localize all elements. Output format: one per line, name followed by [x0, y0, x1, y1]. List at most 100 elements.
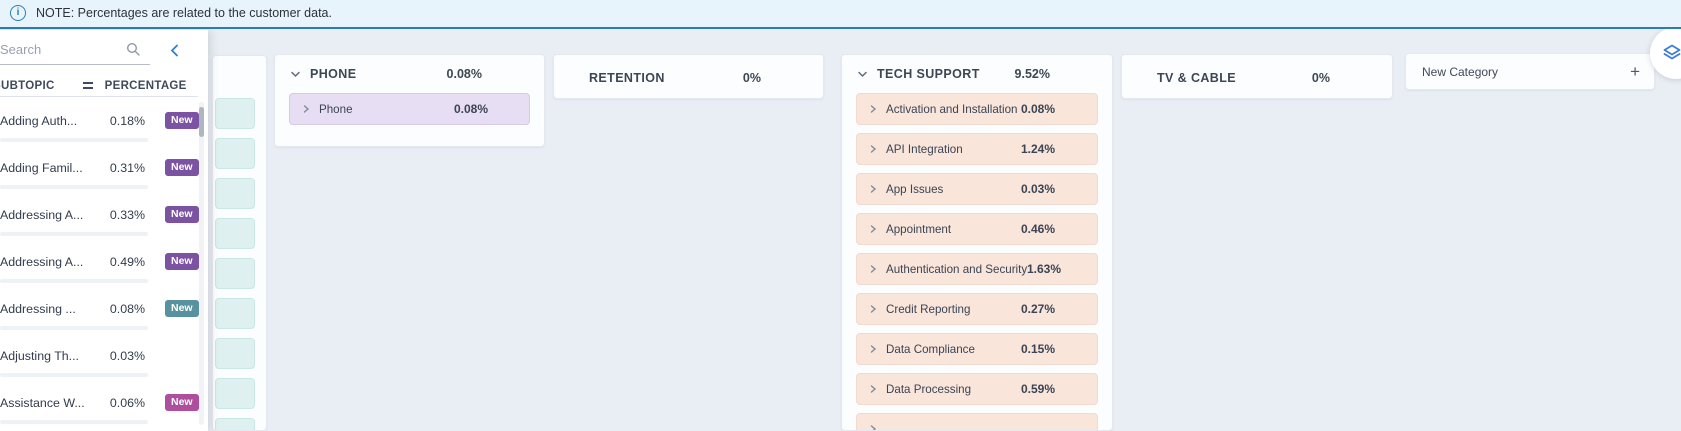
subtopic-item[interactable]: Data Compliance 0.15% — [856, 333, 1098, 365]
subtopic-name: Appointment — [886, 222, 952, 236]
category-header[interactable]: PHONE 0.08% — [275, 55, 544, 93]
chevron-right-icon[interactable] — [868, 264, 878, 274]
hidden-subtopic-item[interactable] — [215, 138, 255, 169]
subtopic-percentage: 0.49% — [109, 254, 145, 269]
new-badge: New — [165, 159, 199, 176]
search-field[interactable] — [0, 42, 150, 65]
note-bar: i NOTE: Percentages are related to the c… — [0, 0, 1681, 29]
subtopic-item-partial[interactable] — [856, 413, 1098, 431]
table-row[interactable]: Addressing ... 0.08% New — [0, 285, 208, 332]
subtopic-percentage: 0.08% — [1021, 102, 1056, 116]
subtopic-name: Addressing A... — [0, 207, 84, 222]
chevron-right-icon[interactable] — [868, 184, 878, 194]
subtopic-name: Data Compliance — [886, 342, 975, 356]
chevron-down-icon[interactable] — [857, 69, 868, 80]
category-title: TV & CABLE — [1157, 70, 1236, 85]
info-icon: i — [10, 4, 26, 21]
category-percentage: 9.52% — [1014, 67, 1050, 81]
sidebar-scrollbar-thumb[interactable] — [199, 107, 204, 137]
category-percentage: 0% — [1311, 70, 1330, 85]
category-header[interactable]: TECH SUPPORT 9.52% — [842, 55, 1112, 93]
subtopic-name: Addressing ... — [0, 301, 76, 316]
hidden-subtopic-item[interactable] — [215, 338, 255, 369]
new-category-label: New Category — [1422, 64, 1499, 79]
new-badge: New — [165, 394, 199, 411]
row-divider — [0, 279, 148, 283]
subtopic-percentage: 0.18% — [109, 113, 145, 128]
hidden-subtopic-item[interactable] — [215, 418, 255, 430]
subtopic-percentage: 1.63% — [1027, 262, 1062, 276]
hidden-subtopic-item[interactable] — [215, 258, 255, 289]
row-divider — [0, 232, 148, 236]
search-icon[interactable] — [126, 42, 141, 57]
subtopic-item-phone[interactable]: Phone 0.08% — [289, 93, 530, 125]
subtopic-item[interactable]: Authentication and Security 1.63% — [856, 253, 1098, 285]
sidebar-scrollbar-track[interactable] — [199, 102, 204, 425]
subtopic-percentage: 0.59% — [1021, 382, 1056, 396]
chevron-right-icon[interactable] — [868, 104, 878, 114]
category-card-retention: RETENTION 0% — [553, 54, 824, 99]
subtopic-name: Authentication and Security — [886, 262, 1028, 276]
table-row[interactable]: Addressing A... 0.33% New — [0, 191, 208, 238]
table-row[interactable]: Addressing A... 0.49% New — [0, 238, 208, 285]
subtopic-percentage: 0.08% — [454, 102, 489, 116]
subtopic-item[interactable]: App Issues 0.03% — [856, 173, 1098, 205]
category-card-phone: PHONE 0.08% Phone 0.08% — [274, 54, 545, 147]
category-title: RETENTION — [589, 70, 665, 85]
subtopic-name: Assistance W... — [0, 395, 85, 410]
chevron-right-icon[interactable] — [868, 424, 878, 431]
subtopic-percentage: 0.46% — [1021, 222, 1056, 236]
subtopic-name: Adding Auth... — [0, 113, 78, 128]
subtopic-item[interactable]: Appointment 0.46% — [856, 213, 1098, 245]
subtopic-name: Credit Reporting — [886, 302, 971, 316]
chevron-left-icon — [170, 44, 178, 57]
chevron-right-icon[interactable] — [868, 344, 878, 354]
chevron-right-icon[interactable] — [868, 224, 878, 234]
chevron-right-icon[interactable] — [301, 104, 311, 114]
add-category-button[interactable]: + — [1630, 62, 1640, 81]
hidden-subtopic-item[interactable] — [215, 298, 255, 329]
collapse-sidebar-button[interactable] — [168, 42, 181, 59]
table-row[interactable]: Assistance W... 0.06% New — [0, 379, 208, 426]
column-header-percentage[interactable]: PERCENTAGE — [104, 79, 187, 92]
new-category-card[interactable]: New Category + — [1405, 53, 1655, 90]
row-divider — [0, 420, 148, 424]
hidden-subtopic-item[interactable] — [215, 218, 255, 249]
subtopic-name: Adding Famil... — [0, 160, 83, 175]
table-row[interactable]: Adjusting Th... 0.03% — [0, 332, 208, 379]
subtopic-percentage: 0.03% — [109, 348, 145, 363]
new-badge: New — [165, 206, 199, 223]
category-header[interactable]: TV & CABLE 0% — [1122, 55, 1392, 100]
subtopic-item[interactable]: Data Processing 0.59% — [856, 373, 1098, 405]
hidden-subtopic-item[interactable] — [215, 178, 255, 209]
subtopic-name: Data Processing — [886, 382, 972, 396]
table-row[interactable]: Adding Famil... 0.31% New — [0, 144, 208, 191]
subtopic-percentage: 0.33% — [109, 207, 145, 222]
subtopic-name: Addressing A... — [0, 254, 84, 269]
hidden-subtopic-item[interactable] — [215, 98, 255, 129]
subtopic-item[interactable]: API Integration 1.24% — [856, 133, 1098, 165]
subtopic-percentage: 0.06% — [109, 395, 145, 410]
new-badge: New — [165, 253, 199, 270]
chevron-right-icon[interactable] — [868, 144, 878, 154]
subtopic-item[interactable]: Credit Reporting 0.27% — [856, 293, 1098, 325]
subtopic-name: Phone — [319, 102, 353, 116]
chevron-right-icon[interactable] — [868, 304, 878, 314]
filter-icon[interactable] — [82, 82, 93, 89]
row-divider — [0, 138, 148, 142]
subtopic-item[interactable]: Activation and Installation 0.08% — [856, 93, 1098, 125]
layers-icon — [1663, 44, 1681, 60]
column-header-subtopic[interactable]: SUBTOPIC — [0, 79, 55, 92]
table-header: SUBTOPIC PERCENTAGE — [0, 75, 198, 97]
category-header[interactable]: RETENTION 0% — [554, 55, 823, 100]
subtopics-sidebar: SUBTOPIC PERCENTAGE Adding Auth... 0.18%… — [0, 30, 208, 431]
chevron-down-icon[interactable] — [290, 69, 301, 80]
row-divider — [0, 373, 148, 377]
category-card-tech-support: TECH SUPPORT 9.52% Activation and Instal… — [841, 54, 1113, 431]
chevron-right-icon[interactable] — [868, 384, 878, 394]
row-divider — [0, 185, 148, 189]
subtopic-percentage: 0.03% — [1021, 182, 1056, 196]
search-input[interactable] — [0, 42, 126, 57]
table-row[interactable]: Adding Auth... 0.18% New — [0, 97, 208, 144]
hidden-subtopic-item[interactable] — [215, 378, 255, 409]
